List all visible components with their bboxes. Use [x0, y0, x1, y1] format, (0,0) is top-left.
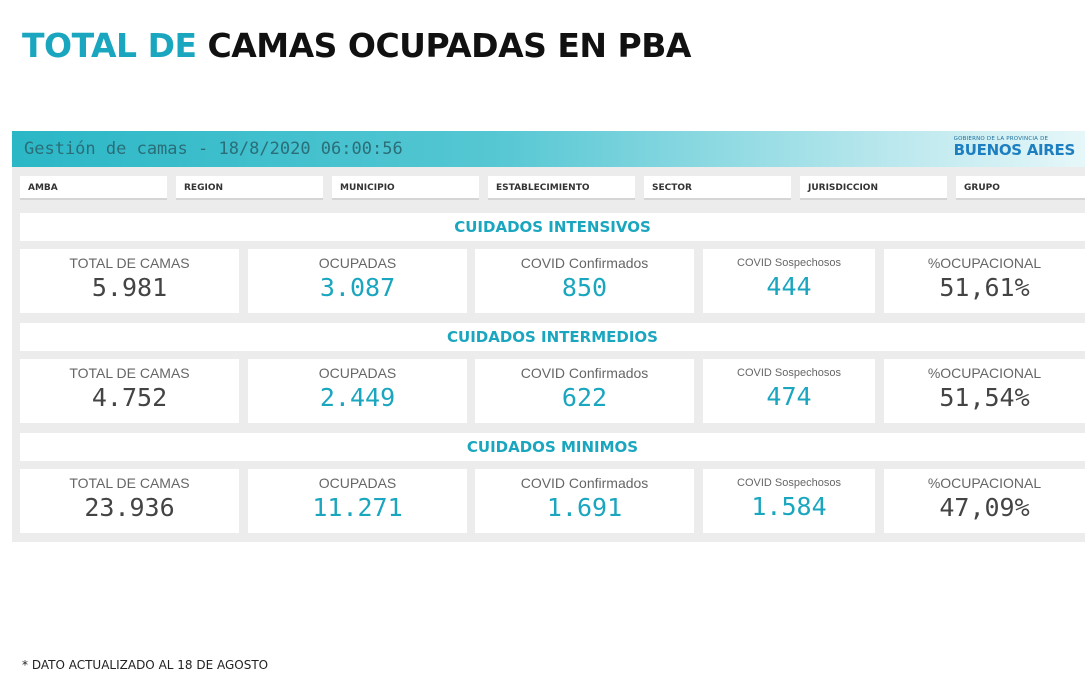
card-label: OCUPADAS: [318, 475, 397, 491]
card-value: 51,54%: [939, 383, 1030, 412]
section-title-minimos: CUIDADOS MINIMOS: [20, 433, 1085, 461]
card-value: 3.087: [319, 273, 396, 302]
card-total-camas: TOTAL DE CAMAS 23.936: [20, 469, 239, 533]
card-value: 622: [561, 383, 608, 412]
section-title-intermedios: CUIDADOS INTERMEDIOS: [20, 323, 1085, 351]
dashboard-panel: Gestión de camas - 18/8/2020 06:00:56 GO…: [12, 131, 1085, 542]
card-covid-sospechosos: COVID Sospechosos 1.584: [703, 469, 875, 533]
page-title: TOTAL DE CAMAS OCUPADAS EN PBA: [22, 26, 691, 65]
card-label: %OCUPACIONAL: [927, 475, 1042, 491]
card-label: %OCUPACIONAL: [927, 255, 1042, 271]
card-label: COVID Sospechosos: [737, 477, 841, 489]
card-label: OCUPADAS: [318, 255, 397, 271]
card-covid-sospechosos: COVID Sospechosos 474: [703, 359, 875, 423]
filter-grupo[interactable]: GRUPO: [956, 176, 1085, 200]
card-label: OCUPADAS: [318, 365, 397, 381]
card-value: 4.752: [91, 383, 168, 412]
section-title-intensivos: CUIDADOS INTENSIVOS: [20, 213, 1085, 241]
card-covid-confirmados: COVID Confirmados 622: [475, 359, 694, 423]
card-covid-confirmados: COVID Confirmados 1.691: [475, 469, 694, 533]
card-label: COVID Sospechosos: [737, 367, 841, 379]
card-porcentaje-ocupacional: %OCUPACIONAL 47,09%: [884, 469, 1085, 533]
buenos-aires-logo: GOBIERNO DE LA PROVINCIA DE BUENOS AIRES: [953, 136, 1076, 159]
card-label: COVID Confirmados: [520, 365, 649, 381]
filter-bar: AMBA REGION MUNICIPIO ESTABLECIMIENTO SE…: [20, 176, 1085, 202]
card-value: 444: [766, 272, 812, 301]
filter-region[interactable]: REGION: [176, 176, 323, 200]
card-label: TOTAL DE CAMAS: [69, 365, 190, 381]
card-covid-sospechosos: COVID Sospechosos 444: [703, 249, 875, 313]
card-label: %OCUPACIONAL: [927, 365, 1042, 381]
card-value: 1.584: [751, 492, 827, 521]
card-value: 51,61%: [939, 273, 1030, 302]
card-value: 2.449: [319, 383, 396, 412]
card-label: TOTAL DE CAMAS: [69, 255, 190, 271]
page-title-rest: CAMAS OCUPADAS EN PBA: [207, 26, 692, 65]
card-label: COVID Confirmados: [520, 475, 649, 491]
dashboard-banner: Gestión de camas - 18/8/2020 06:00:56 GO…: [12, 131, 1085, 167]
page-title-accent: TOTAL DE: [22, 26, 197, 65]
card-ocupadas: OCUPADAS 3.087: [248, 249, 467, 313]
card-label: COVID Confirmados: [520, 255, 649, 271]
card-value: 47,09%: [939, 493, 1030, 522]
card-value: 5.981: [91, 273, 168, 302]
filter-establecimiento[interactable]: ESTABLECIMIENTO: [488, 176, 635, 200]
card-label: TOTAL DE CAMAS: [69, 475, 190, 491]
filter-jurisdiccion[interactable]: JURISDICCION: [800, 176, 947, 200]
card-porcentaje-ocupacional: %OCUPACIONAL 51,54%: [884, 359, 1085, 423]
card-covid-confirmados: COVID Confirmados 850: [475, 249, 694, 313]
filter-municipio[interactable]: MUNICIPIO: [332, 176, 479, 200]
card-ocupadas: OCUPADAS 11.271: [248, 469, 467, 533]
card-ocupadas: OCUPADAS 2.449: [248, 359, 467, 423]
card-value: 23.936: [84, 493, 175, 522]
card-value: 850: [561, 273, 608, 302]
logo-title: BUENOS AIRES: [953, 141, 1076, 159]
card-value: 474: [766, 382, 812, 411]
card-total-camas: TOTAL DE CAMAS 4.752: [20, 359, 239, 423]
footnote: * DATO ACTUALIZADO AL 18 DE AGOSTO: [22, 658, 269, 672]
card-value: 1.691: [546, 493, 623, 522]
filter-sector[interactable]: SECTOR: [644, 176, 791, 200]
card-porcentaje-ocupacional: %OCUPACIONAL 51,61%: [884, 249, 1085, 313]
card-value: 11.271: [312, 493, 403, 522]
filter-amba[interactable]: AMBA: [20, 176, 167, 200]
banner-title: Gestión de camas - 18/8/2020 06:00:56: [24, 139, 403, 159]
card-label: COVID Sospechosos: [737, 257, 841, 269]
logo-subtitle: GOBIERNO DE LA PROVINCIA DE: [953, 136, 1049, 142]
card-total-camas: TOTAL DE CAMAS 5.981: [20, 249, 239, 313]
